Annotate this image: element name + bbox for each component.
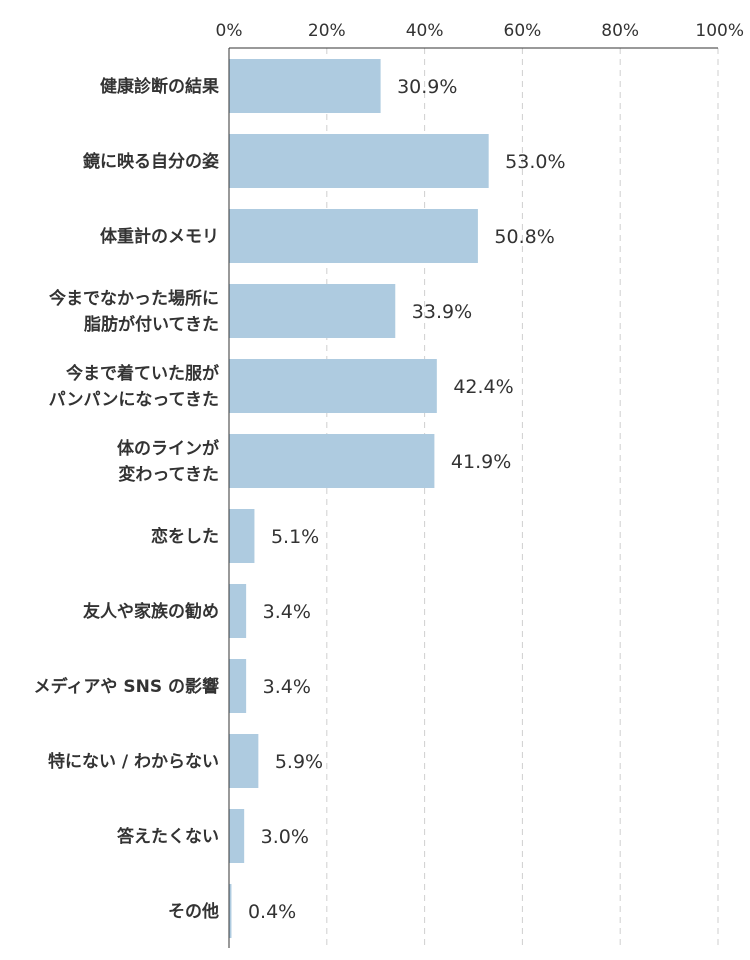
value-labels: 30.9% 53.0% 50.8% 33.9% 42.4% 41.9% 5.1% 3.4% 3.… <box>248 76 566 923</box>
category-label-line: 恋をした <box>151 526 219 547</box>
category-label-line: その他 <box>168 901 219 922</box>
bar <box>229 359 437 413</box>
bar <box>229 659 247 713</box>
bar <box>229 809 245 863</box>
bar <box>229 284 396 338</box>
category-label-line: 特にない / わからない <box>48 751 219 772</box>
bar <box>229 59 381 113</box>
category-label-line: 鏡に映る自分の姿 <box>83 151 219 172</box>
bar <box>229 509 255 563</box>
value-label: 3.0% <box>261 826 309 848</box>
category-label-line: 友人や家族の勧め <box>83 601 219 622</box>
category-label-line: メディアや SNS の影響 <box>34 676 219 697</box>
category-label-line: 体のラインが <box>117 438 219 459</box>
category-label: メディアや SNS の影響 <box>34 676 219 697</box>
category-label: 健康診断の結果 <box>100 76 219 97</box>
category-label-line: 体重計のメモリ <box>100 226 219 247</box>
value-label: 5.9% <box>275 751 323 773</box>
value-label: 42.4% <box>453 376 513 398</box>
bar <box>229 734 259 788</box>
x-axis: 0% 20% 40% 60% 80% 100% <box>216 21 744 948</box>
value-label: 3.4% <box>263 676 311 698</box>
value-label: 53.0% <box>505 151 565 173</box>
category-label: 恋をした <box>151 526 219 547</box>
bar <box>229 434 435 488</box>
category-label: 体重計のメモリ <box>100 226 219 247</box>
category-label-line: 今まで着ていた服が <box>66 363 219 384</box>
category-label-line: 答えたくない <box>117 826 219 847</box>
x-tick-label: 60% <box>504 21 542 41</box>
category-label: その他 <box>168 901 219 922</box>
category-label: 友人や家族の勧め <box>83 601 219 622</box>
x-tick-label: 80% <box>601 21 639 41</box>
category-labels: 健康診断の結果鏡に映る自分の姿体重計のメモリ今までなかった場所に脂肪が付いてきた… <box>34 76 219 922</box>
value-label: 3.4% <box>263 601 311 623</box>
bar <box>229 209 478 263</box>
x-tick-label: 40% <box>406 21 444 41</box>
value-label: 5.1% <box>271 526 319 548</box>
category-label: 答えたくない <box>117 826 219 847</box>
value-label: 30.9% <box>397 76 457 98</box>
x-tick-label: 0% <box>216 21 243 41</box>
bars <box>229 59 489 938</box>
category-label-line: 健康診断の結果 <box>100 76 219 97</box>
value-label: 41.9% <box>451 451 511 473</box>
category-label: 特にない / わからない <box>48 751 219 772</box>
grid-lines <box>326 48 719 948</box>
category-label-line: 今までなかった場所に <box>49 288 219 309</box>
category-label-line: 脂肪が付いてきた <box>84 314 219 335</box>
x-tick-label: 20% <box>308 21 346 41</box>
bar <box>229 584 247 638</box>
value-label: 50.8% <box>494 226 554 248</box>
category-label: 鏡に映る自分の姿 <box>83 151 219 172</box>
x-tick-label: 100% <box>695 21 744 41</box>
bar <box>229 884 232 938</box>
bar <box>229 134 489 188</box>
value-label: 0.4% <box>248 901 296 923</box>
category-label-line: 変わってきた <box>118 464 219 485</box>
category-label-line: パンパンになってきた <box>49 390 219 410</box>
value-label: 33.9% <box>412 301 472 323</box>
